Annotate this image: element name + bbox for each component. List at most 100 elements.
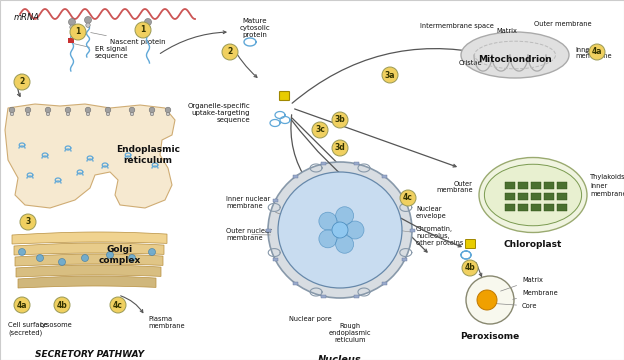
Circle shape [107, 252, 114, 258]
Ellipse shape [278, 172, 402, 288]
Bar [518, 182, 528, 189]
Circle shape [46, 112, 50, 116]
Text: 1: 1 [140, 26, 145, 35]
Bar [544, 182, 554, 189]
Text: Membrane: Membrane [513, 290, 558, 300]
Circle shape [129, 107, 135, 113]
Text: Cell surface
(secreted): Cell surface (secreted) [8, 322, 47, 336]
Bar [293, 282, 298, 285]
Circle shape [319, 212, 337, 230]
Text: Stroma: Stroma [501, 212, 525, 218]
Bar [321, 295, 326, 298]
Text: 1: 1 [76, 27, 80, 36]
Bar [531, 182, 541, 189]
Ellipse shape [268, 162, 412, 298]
Circle shape [11, 112, 14, 116]
Bar [531, 204, 541, 211]
Text: Chloroplast: Chloroplast [504, 240, 562, 249]
Circle shape [69, 18, 76, 26]
Bar [544, 204, 554, 211]
Circle shape [382, 67, 398, 83]
Text: Mature
cytosolic
protein: Mature cytosolic protein [240, 18, 270, 38]
Circle shape [466, 276, 514, 324]
Text: 3b: 3b [334, 116, 345, 125]
Circle shape [20, 214, 36, 230]
FancyBboxPatch shape [280, 91, 290, 100]
Text: Intermembrane space: Intermembrane space [420, 23, 494, 29]
Bar [505, 193, 515, 200]
Circle shape [149, 107, 155, 113]
Text: 2: 2 [227, 48, 233, 57]
Text: Outer
membrane: Outer membrane [436, 180, 473, 194]
Circle shape [82, 255, 89, 261]
Ellipse shape [484, 164, 582, 226]
Circle shape [150, 112, 154, 116]
Circle shape [19, 248, 26, 256]
Text: Thylakoids: Thylakoids [590, 174, 624, 180]
Polygon shape [18, 276, 156, 288]
Circle shape [36, 255, 44, 261]
Bar [557, 182, 567, 189]
Circle shape [9, 107, 15, 113]
Text: Matrix: Matrix [497, 28, 517, 34]
Text: Cristae: Cristae [458, 60, 482, 66]
Bar [68, 38, 74, 43]
Polygon shape [14, 243, 164, 255]
Text: Plasma
membrane: Plasma membrane [148, 316, 185, 329]
Text: 2: 2 [19, 77, 24, 86]
Circle shape [332, 112, 348, 128]
Circle shape [336, 207, 354, 225]
Bar [518, 193, 528, 200]
Text: Chromatin,
nucleolus,
other proteins: Chromatin, nucleolus, other proteins [363, 225, 464, 246]
Circle shape [45, 107, 51, 113]
Bar [518, 204, 528, 211]
Text: Inner
membrane: Inner membrane [575, 46, 612, 59]
Text: 4a: 4a [17, 301, 27, 310]
Bar [321, 162, 326, 165]
Text: Nascent protein: Nascent protein [90, 32, 165, 45]
Circle shape [65, 107, 71, 113]
Polygon shape [5, 104, 175, 208]
Bar [505, 204, 515, 211]
Text: 4b: 4b [465, 264, 475, 273]
Bar [409, 229, 414, 231]
Circle shape [135, 22, 151, 38]
Text: mRNA: mRNA [14, 13, 40, 22]
Text: Lysosome: Lysosome [40, 322, 72, 328]
Text: 4b: 4b [57, 301, 67, 310]
Text: Matrix: Matrix [500, 277, 543, 291]
Ellipse shape [479, 158, 587, 233]
Circle shape [85, 107, 91, 113]
Circle shape [66, 112, 70, 116]
Circle shape [70, 25, 74, 30]
Text: 3a: 3a [385, 71, 395, 80]
Circle shape [332, 222, 348, 238]
Bar [402, 199, 407, 202]
Bar [505, 182, 515, 189]
Text: Nuclear
envelope: Nuclear envelope [410, 206, 447, 220]
Circle shape [70, 24, 86, 40]
Text: SECRETORY PATHWAY: SECRETORY PATHWAY [36, 350, 145, 359]
Circle shape [222, 44, 238, 60]
FancyBboxPatch shape [466, 239, 475, 248]
Circle shape [346, 221, 364, 239]
Bar [273, 258, 278, 261]
Circle shape [26, 112, 30, 116]
Circle shape [54, 297, 70, 313]
Text: Inner
membrane: Inner membrane [590, 184, 624, 197]
Text: Organelle-specific
uptake-targeting
sequence: Organelle-specific uptake-targeting sequ… [187, 103, 250, 123]
Circle shape [167, 112, 170, 116]
Text: 3c: 3c [315, 126, 325, 135]
Text: Nucleus: Nucleus [318, 355, 362, 360]
Text: 4a: 4a [592, 48, 602, 57]
Text: 3: 3 [26, 217, 31, 226]
Circle shape [319, 230, 337, 248]
Text: Outer membrane: Outer membrane [534, 21, 592, 27]
Text: Rough
endoplasmic
reticulum: Rough endoplasmic reticulum [329, 323, 371, 343]
Circle shape [106, 112, 110, 116]
Bar [354, 295, 359, 298]
Text: Endoplasmic
reticulum: Endoplasmic reticulum [116, 145, 180, 165]
Bar [544, 193, 554, 200]
Circle shape [477, 290, 497, 310]
Circle shape [130, 112, 134, 116]
